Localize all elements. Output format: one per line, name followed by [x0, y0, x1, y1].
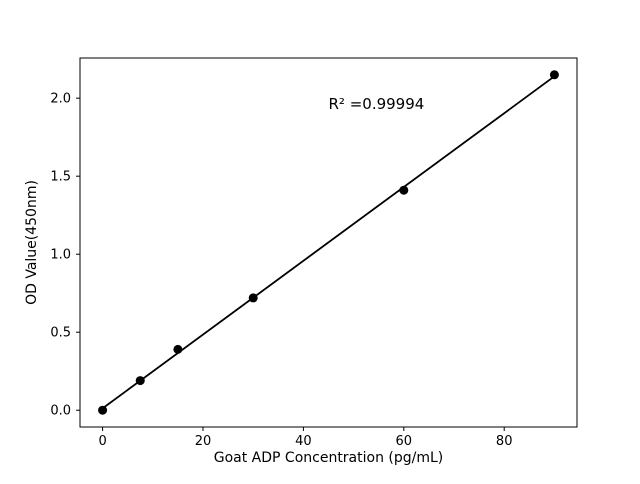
data-series	[98, 70, 559, 415]
y-tick-label: 2.0	[50, 92, 71, 107]
x-tick-label: 60	[396, 434, 413, 449]
data-point	[173, 344, 183, 354]
data-point	[98, 405, 108, 415]
y-axis-label: OD Value(450nm)	[24, 180, 40, 305]
y-tick-label: 1.5	[50, 170, 71, 185]
x-tick-label: 0	[98, 434, 106, 449]
data-point	[549, 70, 559, 80]
x-axis-label: Goat ADP Concentration (pg/mL)	[214, 450, 444, 466]
data-point	[248, 293, 258, 303]
y-tick-label: 1.0	[50, 248, 71, 263]
x-tick-label: 20	[195, 434, 212, 449]
data-point	[399, 185, 409, 195]
r-squared-annotation: R² =0.99994	[329, 95, 425, 113]
axis-ticks: 0 20 40 60 80 0.0 0.5 1.0 1.5 2.0	[50, 92, 512, 449]
x-tick-label: 80	[496, 434, 513, 449]
fit-line	[102, 75, 555, 410]
x-tick-label: 40	[295, 434, 312, 449]
y-tick-label: 0.0	[50, 404, 71, 419]
data-point	[135, 376, 145, 386]
plot-border	[79, 57, 578, 428]
y-tick-label: 0.5	[50, 326, 71, 341]
